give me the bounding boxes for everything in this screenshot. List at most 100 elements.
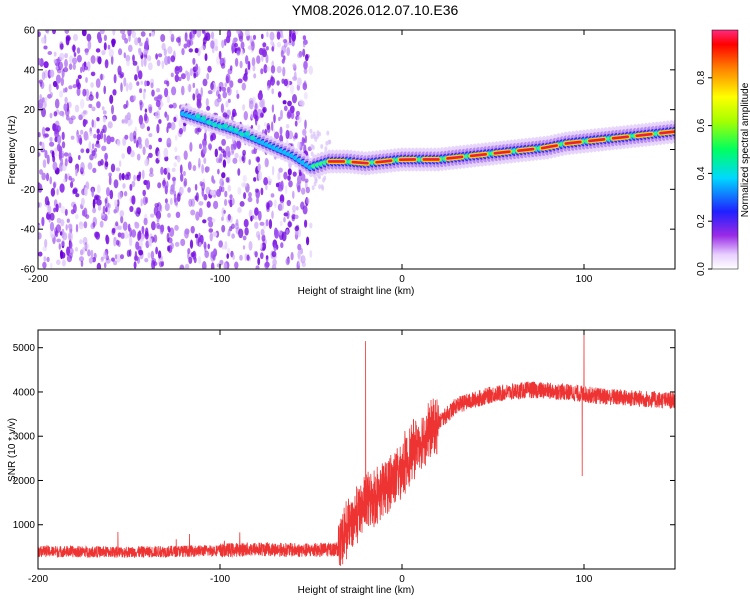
snr-series-line <box>38 330 675 566</box>
noise-speckle <box>299 171 302 177</box>
noise-speckle <box>151 221 156 231</box>
noise-speckle <box>227 213 231 221</box>
noise-speckle <box>201 164 205 174</box>
colorbar-tick-label: 0.0 <box>696 262 707 276</box>
noise-speckle <box>117 65 122 76</box>
noise-speckle <box>220 103 224 114</box>
noise-speckle <box>164 185 168 195</box>
noise-speckle <box>252 34 257 40</box>
noise-speckle <box>44 96 48 102</box>
noise-speckle <box>144 108 148 113</box>
noise-speckle <box>210 189 216 196</box>
noise-speckle <box>92 198 96 209</box>
noise-speckle <box>295 115 300 121</box>
noise-speckle <box>49 176 52 185</box>
noise-speckle <box>260 68 264 75</box>
noise-speckle <box>232 112 235 118</box>
noise-speckle <box>120 254 124 260</box>
noise-speckle <box>60 250 63 260</box>
noise-speckle <box>173 116 177 123</box>
noise-speckle <box>270 193 275 198</box>
noise-speckle <box>58 243 61 250</box>
noise-speckle <box>277 171 281 181</box>
noise-speckle <box>310 151 314 157</box>
y-tick-label: -20 <box>21 185 36 196</box>
noise-speckle <box>187 161 192 171</box>
noise-speckle <box>183 177 188 187</box>
noise-speckle <box>218 146 222 151</box>
noise-speckle <box>277 203 283 211</box>
noise-speckle <box>247 45 253 50</box>
ridge-core <box>564 140 582 145</box>
noise-speckle <box>164 156 169 162</box>
noise-speckle <box>231 233 236 239</box>
noise-speckle <box>131 30 136 39</box>
noise-speckle <box>242 235 247 241</box>
noise-speckle <box>181 85 185 96</box>
noise-speckle <box>240 41 245 49</box>
noise-speckle <box>243 73 248 82</box>
noise-speckle <box>114 199 118 207</box>
noise-speckle <box>231 197 235 206</box>
noise-speckle <box>64 158 68 167</box>
noise-speckle <box>188 198 193 207</box>
noise-speckle <box>61 150 65 159</box>
noise-speckle <box>163 48 167 57</box>
noise-speckle <box>227 184 232 192</box>
noise-speckle <box>110 55 114 65</box>
noise-speckle <box>322 177 326 183</box>
noise-speckle <box>91 106 96 112</box>
noise-speckle <box>287 221 293 228</box>
noise-speckle <box>142 189 146 197</box>
noise-speckle <box>122 221 128 231</box>
noise-speckle <box>73 203 77 214</box>
noise-speckle <box>121 119 126 124</box>
noise-speckle <box>72 84 78 89</box>
noise-speckle <box>241 182 246 188</box>
noise-speckle <box>156 123 160 134</box>
noise-speckle <box>280 109 283 120</box>
noise-speckle <box>134 37 139 46</box>
noise-speckle <box>144 80 148 87</box>
noise-speckle <box>190 225 195 234</box>
noise-speckle <box>279 200 285 211</box>
noise-speckle <box>283 39 288 48</box>
noise-speckle <box>237 78 243 84</box>
noise-speckle <box>155 210 162 220</box>
noise-speckle <box>135 241 140 250</box>
noise-speckle <box>274 131 280 140</box>
noise-speckle <box>61 240 65 247</box>
noise-speckle <box>209 232 213 242</box>
noise-speckle <box>104 161 109 168</box>
noise-speckle <box>56 188 59 196</box>
noise-speckle <box>255 265 260 269</box>
noise-speckle <box>39 141 42 146</box>
noise-speckle <box>208 228 214 233</box>
noise-speckle <box>61 141 66 149</box>
noise-speckle <box>64 58 68 68</box>
x-tick-label: 100 <box>576 274 593 285</box>
y-tick-label: 5000 <box>13 343 36 354</box>
noise-speckle <box>297 185 301 193</box>
ridge-core <box>446 155 464 160</box>
noise-speckle <box>202 219 207 224</box>
noise-speckle <box>192 165 197 172</box>
noise-speckle <box>214 148 218 158</box>
snr-x-label: Height of straight line (km) <box>298 585 415 596</box>
noise-speckle <box>123 104 127 109</box>
noise-speckle <box>216 97 222 103</box>
y-tick-label: 2000 <box>13 476 36 487</box>
noise-speckle <box>257 91 263 101</box>
noise-speckle <box>116 139 121 147</box>
noise-speckle <box>66 246 71 256</box>
noise-speckle <box>101 128 105 133</box>
noise-speckle <box>156 225 162 230</box>
noise-speckle <box>221 224 226 233</box>
noise-speckle <box>180 73 186 80</box>
noise-speckle <box>54 124 59 135</box>
noise-speckle <box>53 147 58 152</box>
noise-speckle <box>300 247 303 255</box>
noise-speckle <box>170 33 175 43</box>
noise-speckle <box>133 174 137 181</box>
noise-speckle <box>38 224 41 229</box>
